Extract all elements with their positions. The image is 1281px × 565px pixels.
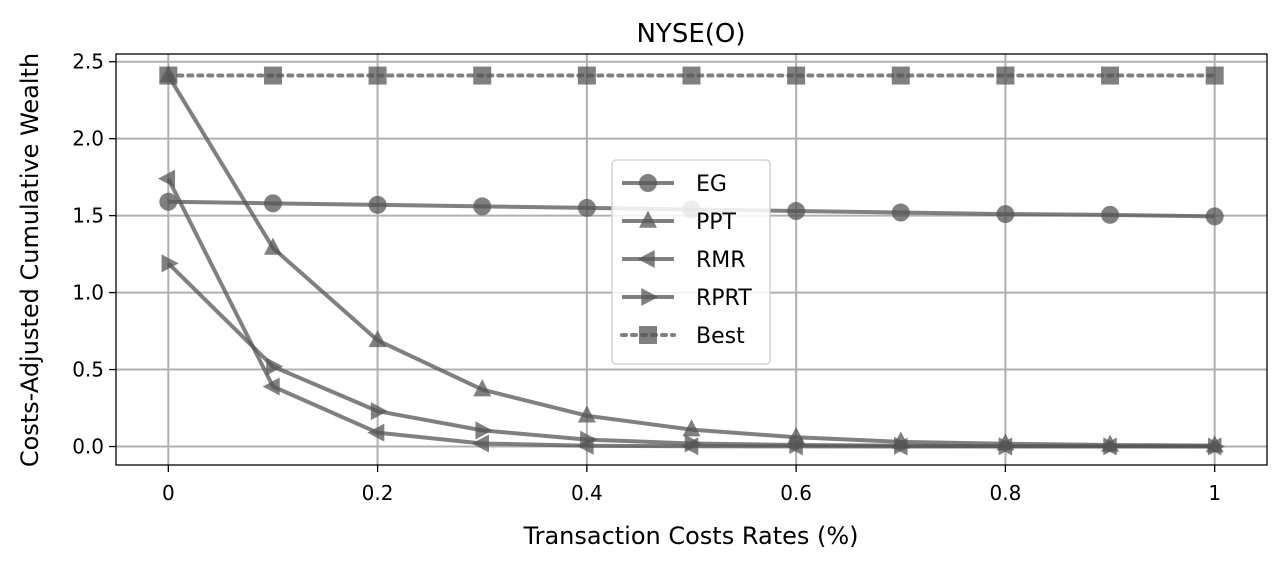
- data-point-eg: [577, 198, 596, 217]
- data-point-eg: [1101, 205, 1120, 224]
- data-point-best: [368, 66, 387, 85]
- plot-frame: [115, 53, 1268, 466]
- y-tick-label: 0.0: [72, 435, 104, 459]
- data-point-best: [263, 66, 282, 85]
- data-point-ppt: [263, 237, 282, 255]
- data-point-rprt: [475, 421, 493, 440]
- series-best: [159, 66, 1224, 85]
- data-point-best: [891, 66, 910, 85]
- data-point-best: [1205, 66, 1224, 85]
- data-point-rmr: [262, 377, 280, 396]
- legend-marker-rmr: [637, 250, 655, 268]
- chart-title: NYSE(O): [636, 19, 745, 49]
- legend-entry-rprt: RPRT: [622, 286, 752, 311]
- data-point-best: [577, 66, 596, 85]
- legend-entry-best: Best: [620, 324, 745, 349]
- data-point-rprt: [789, 435, 807, 454]
- ticks: 0 0.2 0.4 0.6 0.8 1 0.0 0.5 1.0 1.5 2.0 2.5: [72, 50, 1221, 505]
- x-tick-label: 1: [1208, 481, 1221, 505]
- legend-entry-rmr: RMR: [622, 248, 746, 273]
- legend-marker-rprt: [641, 288, 659, 306]
- data-point-rprt: [998, 437, 1016, 456]
- y-tick-label: 1.5: [72, 204, 104, 228]
- data-point-eg: [891, 203, 910, 222]
- data-point-eg: [368, 195, 387, 214]
- y-tick-label: 2.5: [72, 50, 104, 74]
- data-point-rprt: [894, 436, 912, 455]
- x-axis-label: Transaction Costs Rates (%): [522, 522, 858, 550]
- data-point-ppt: [368, 329, 387, 348]
- data-point-eg: [787, 202, 806, 221]
- legend-label-rmr: RMR: [696, 248, 746, 273]
- data-point-rprt: [266, 357, 284, 376]
- data-point-eg: [159, 192, 178, 211]
- data-point-rprt: [684, 434, 702, 453]
- x-tick-label: 0: [162, 481, 175, 505]
- legend-entry-eg: EG: [622, 172, 727, 197]
- x-tick-label: 0.4: [571, 481, 603, 505]
- data-point-best: [682, 66, 701, 85]
- data-point-ppt: [473, 379, 492, 397]
- y-axis-label: Costs-Adjusted Cumulative Wealth: [16, 53, 44, 467]
- data-point-rmr: [367, 423, 385, 442]
- data-point-eg: [263, 194, 282, 213]
- legend-label-best: Best: [696, 324, 745, 349]
- legend-entry-ppt: PPT: [622, 210, 737, 235]
- data-point-ppt: [577, 405, 596, 423]
- data-point-rmr: [471, 434, 489, 453]
- x-tick-label: 0.2: [362, 481, 394, 505]
- legend-marker-eg: [639, 174, 657, 192]
- legend-label-ppt: PPT: [696, 210, 737, 235]
- y-tick-label: 0.5: [72, 358, 104, 382]
- data-point-best: [996, 66, 1015, 85]
- data-point-ppt: [682, 419, 701, 437]
- legend-marker-ppt: [639, 210, 657, 228]
- data-point-rprt: [1103, 437, 1121, 456]
- legend-label-eg: EG: [696, 172, 727, 197]
- legend-marker-best: [639, 326, 657, 344]
- y-tick-label: 1.0: [72, 281, 104, 305]
- data-point-rprt: [580, 430, 598, 449]
- data-point-rprt: [1207, 437, 1226, 456]
- data-point-eg: [473, 197, 492, 216]
- data-point-best: [473, 66, 492, 85]
- data-point-best: [1101, 66, 1120, 85]
- y-tick-label: 2.0: [72, 127, 104, 151]
- data-point-best: [787, 66, 806, 85]
- series-rprt: [161, 254, 1226, 456]
- legend-box: [611, 159, 771, 365]
- data-point-rprt: [370, 402, 388, 421]
- legend: EG PPT RMR RPRT Best: [611, 159, 771, 365]
- legend-label-rprt: RPRT: [696, 286, 752, 311]
- series-layer: [157, 65, 1226, 456]
- x-tick-label: 0.8: [990, 481, 1022, 505]
- data-point-rmr: [157, 169, 176, 188]
- data-point-eg: [996, 205, 1015, 224]
- data-point-eg: [1205, 207, 1224, 226]
- x-tick-label: 0.6: [780, 481, 812, 505]
- data-point-rprt: [161, 254, 179, 273]
- data-point-best: [159, 66, 178, 85]
